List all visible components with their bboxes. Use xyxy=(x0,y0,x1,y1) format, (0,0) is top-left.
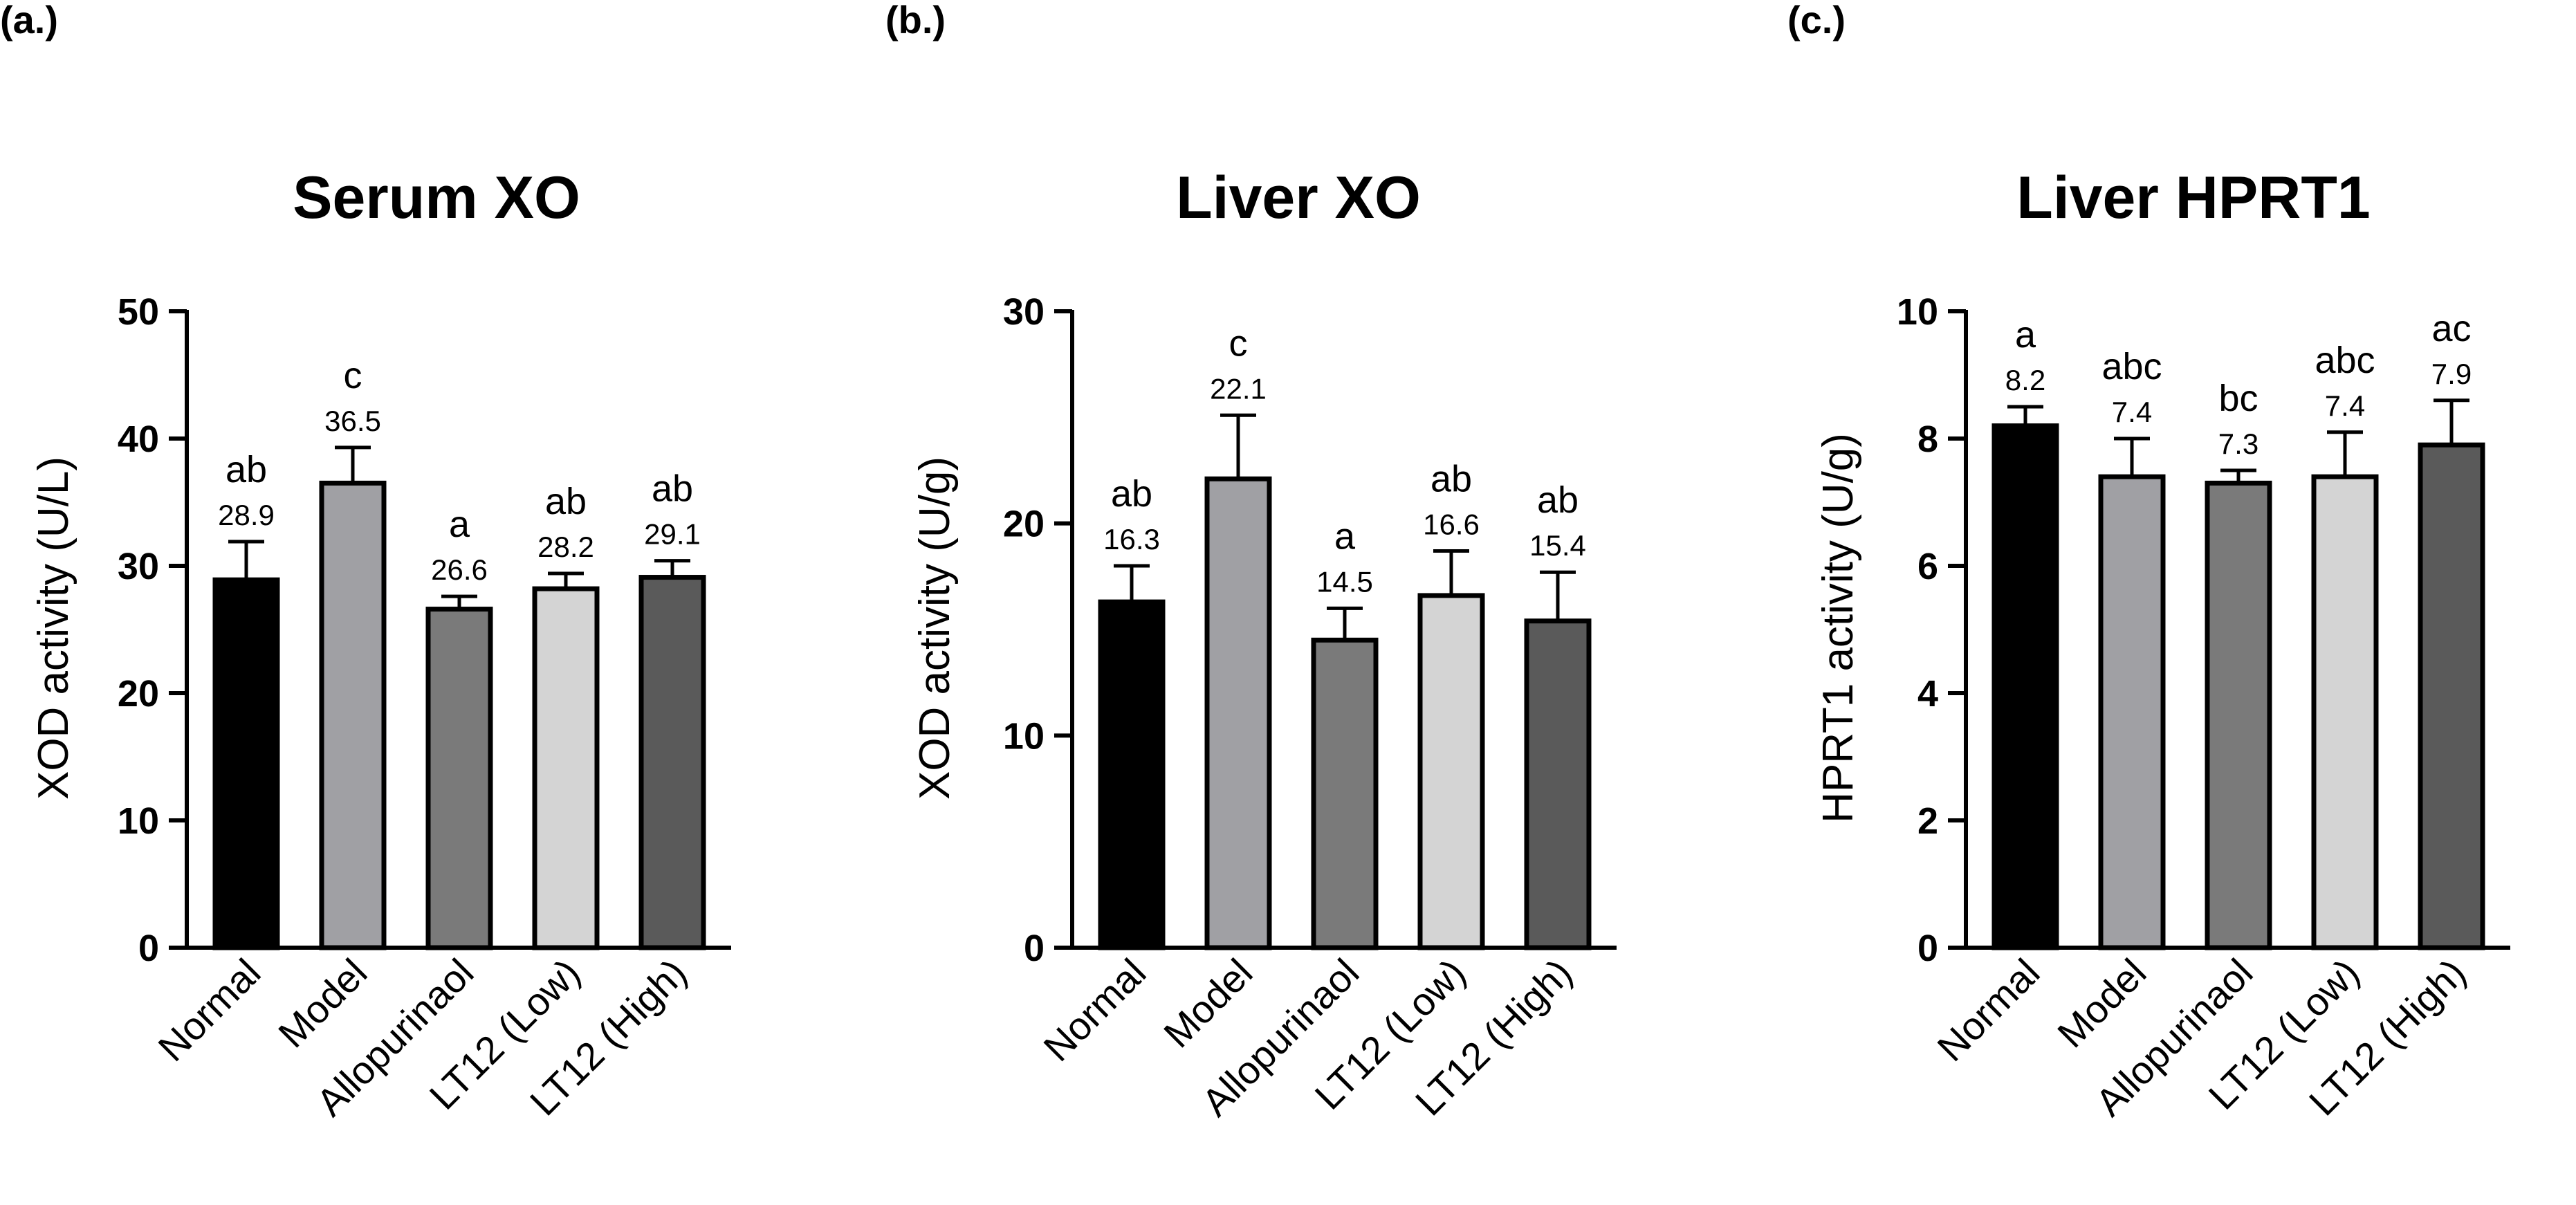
chart2-significance-label-2: bc xyxy=(2218,378,2258,419)
chart0-y-tick-label-4: 40 xyxy=(118,418,159,460)
chart1-bar-0 xyxy=(1098,599,1166,950)
chart1-value-label-0: 16.3 xyxy=(1103,523,1160,555)
chart2-significance-label-4: ac xyxy=(2431,308,2471,349)
chart0-bar-0 xyxy=(212,577,280,950)
chart1-value-label-3: 16.6 xyxy=(1423,508,1480,541)
chart1-value-label-1: 22.1 xyxy=(1210,372,1267,405)
chart1-value-label-2: 14.5 xyxy=(1316,565,1373,598)
chart2-y-tick-label-2: 4 xyxy=(1917,673,1938,715)
chart2-value-label-0: 8.2 xyxy=(2005,364,2045,396)
panel-c-y-axis-label: HPRT1 activity (U/g) xyxy=(1814,433,1862,823)
chart1-y-tick-label-2: 20 xyxy=(1003,504,1045,545)
chart1-bar-4 xyxy=(1524,618,1592,950)
chart1-significance-label-1: c xyxy=(1229,322,1248,364)
chart2-y-tick-label-1: 2 xyxy=(1917,800,1938,842)
chart0-value-label-4: 29.1 xyxy=(644,518,701,551)
chart1-significance-label-0: ab xyxy=(1111,473,1152,515)
chart0-significance-label-4: ab xyxy=(652,468,693,510)
chart0-value-label-2: 26.6 xyxy=(431,553,488,586)
panel-c-label: (c.) xyxy=(1787,0,1846,42)
panel-b-title: Liver XO xyxy=(1176,165,1421,231)
chart1-y-tick-label-1: 10 xyxy=(1003,715,1045,757)
chart2-value-label-1: 7.4 xyxy=(2112,396,2152,428)
chart2-y-tick-label-3: 6 xyxy=(1917,546,1938,587)
chart0-significance-label-0: ab xyxy=(226,449,267,490)
panel-b: (b.) Liver XO XOD activity (U/g) 0 10 20 30… xyxy=(885,0,1617,1124)
chart2-bar-2 xyxy=(2205,480,2272,950)
chart0-value-label-0: 28.9 xyxy=(218,499,275,531)
chart1-y-tick-label-3: 30 xyxy=(1003,291,1045,333)
panel-b-label: (b.) xyxy=(885,0,946,42)
panel-a-label: (a.) xyxy=(0,0,58,42)
panel-c-title: Liver HPRT1 xyxy=(2016,165,2370,231)
chart0-y-tick-label-1: 10 xyxy=(118,800,159,842)
panel-b-y-axis-label: XOD activity (U/g) xyxy=(911,457,959,800)
chart2-y-tick-label-0: 0 xyxy=(1917,928,1938,969)
chart2-y-tick-label-5: 10 xyxy=(1897,291,1938,333)
chart2-significance-label-3: abc xyxy=(2315,340,2375,381)
chart1-bar-2 xyxy=(1311,637,1379,950)
chart2-significance-label-1: abc xyxy=(2101,346,2162,387)
chart0-bar-4 xyxy=(638,575,706,950)
chart2-value-label-2: 7.3 xyxy=(2218,427,2258,460)
chart1-significance-label-2: a xyxy=(1334,515,1356,557)
chart1-significance-label-3: ab xyxy=(1430,459,1472,500)
chart2-value-label-4: 7.9 xyxy=(2431,358,2472,390)
chart0-y-tick-label-2: 20 xyxy=(118,673,159,715)
panel-a-title: Serum XO xyxy=(293,165,580,231)
chart2-y-tick-label-4: 8 xyxy=(1917,418,1938,460)
chart0-bar-2 xyxy=(425,607,493,950)
chart2-value-label-3: 7.4 xyxy=(2325,389,2365,422)
chart0-y-tick-label-3: 30 xyxy=(118,546,159,587)
chart1-bar-3 xyxy=(1417,593,1485,950)
chart0-y-tick-label-5: 50 xyxy=(118,291,159,333)
chart0-significance-label-3: ab xyxy=(545,481,587,522)
chart2-significance-label-0: a xyxy=(2015,314,2036,356)
chart0-significance-label-1: c xyxy=(344,355,362,396)
panel-a-y-axis-label: XOD activity (U/L) xyxy=(30,457,77,800)
chart0-y-tick-label-0: 0 xyxy=(138,928,159,969)
chart0-significance-label-2: a xyxy=(449,504,470,545)
chart1-value-label-4: 15.4 xyxy=(1529,529,1586,562)
chart0-value-label-3: 28.2 xyxy=(537,531,594,563)
chart2-bar-0 xyxy=(1991,423,2059,950)
chart0-bar-3 xyxy=(532,586,600,950)
chart1-bar-1 xyxy=(1204,476,1272,950)
chart0-value-label-1: 36.5 xyxy=(324,405,381,437)
chart1-significance-label-4: ab xyxy=(1537,479,1579,521)
chart2-bar-4 xyxy=(2418,442,2485,950)
chart1-y-tick-label-0: 0 xyxy=(1024,928,1045,969)
chart2-bar-3 xyxy=(2311,474,2379,950)
chart2-bar-1 xyxy=(2098,474,2166,950)
chart0-bar-1 xyxy=(319,480,387,950)
